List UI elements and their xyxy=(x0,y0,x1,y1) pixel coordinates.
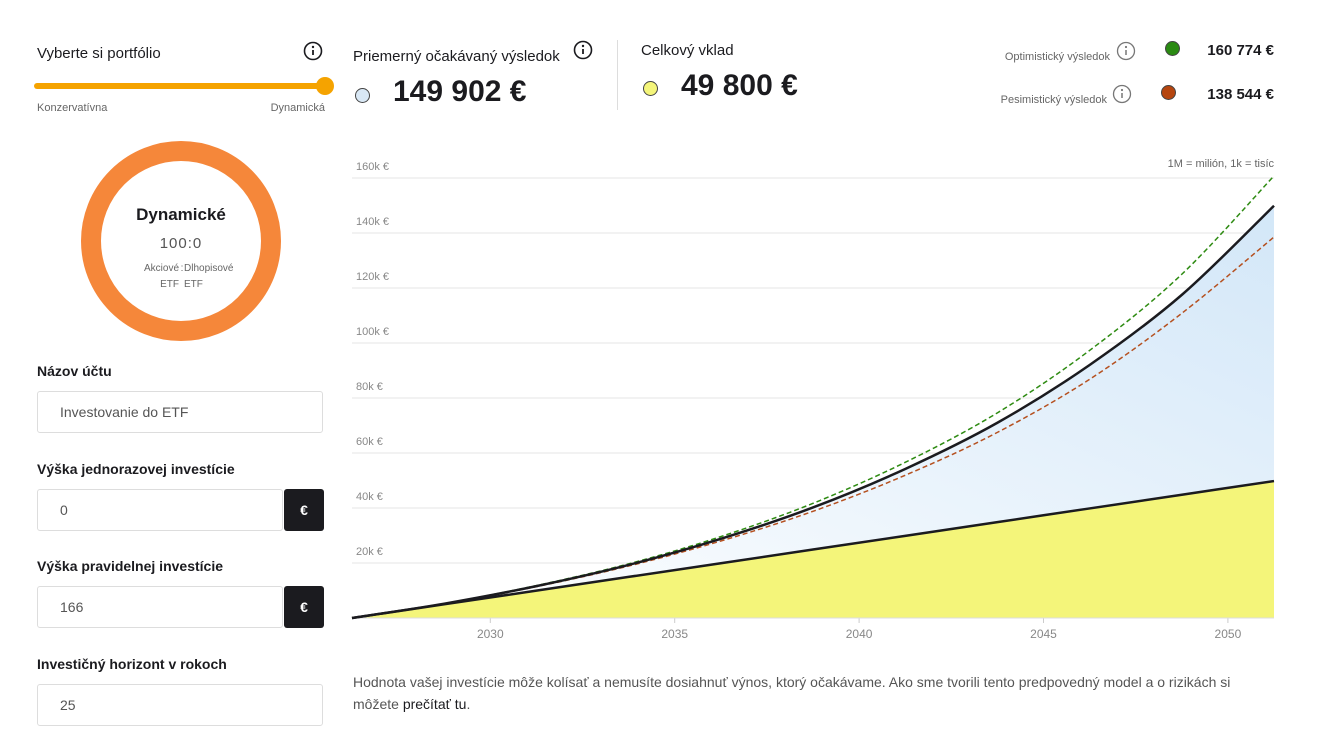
y-tick-label: 40k € xyxy=(356,491,383,503)
donut-separator: : xyxy=(180,263,184,274)
pessimistic-label: Pesimistický výsledok xyxy=(1000,94,1107,106)
bond-unit: ETF xyxy=(184,279,203,290)
text-input[interactable]: Investovanie do ETF xyxy=(37,391,323,433)
currency-button[interactable]: € xyxy=(284,586,324,628)
x-tick-label: 2035 xyxy=(661,627,688,641)
stock-label: Akciové xyxy=(143,263,179,274)
deposit-value: 49 800 € xyxy=(681,69,798,102)
y-tick-label: 80k € xyxy=(356,381,383,393)
series-line xyxy=(351,479,1275,620)
bond-label: Dlhopisové xyxy=(184,263,234,274)
expected-value: 149 902 € xyxy=(393,75,527,108)
x-tick-label: 2045 xyxy=(1030,627,1057,641)
projection-chart: 1M = milión, 1k = tisíc 20k € 40k € 60k € 8… xyxy=(351,158,1275,641)
field-label: Výška jednorazovej investície xyxy=(37,461,235,477)
stock-unit: ETF xyxy=(160,279,179,290)
expected-marker xyxy=(355,88,370,103)
info-icon[interactable] xyxy=(1111,83,1133,105)
deposit-marker xyxy=(643,81,658,96)
slider-max-label: Dynamická xyxy=(270,102,325,114)
divider xyxy=(617,40,618,110)
slider-min-label: Konzervatívna xyxy=(37,102,108,114)
info-icon[interactable] xyxy=(1115,40,1137,62)
field-label: Názov účtu xyxy=(37,363,112,379)
pessimistic-value: 138 544 € xyxy=(1207,86,1274,103)
y-tick-label: 140k € xyxy=(356,216,389,228)
number-input[interactable]: 166 xyxy=(37,586,283,628)
series-line xyxy=(351,236,1275,619)
y-tick-label: 100k € xyxy=(356,326,389,338)
portfolio-slider[interactable] xyxy=(30,74,340,98)
info-icon[interactable] xyxy=(302,40,324,62)
y-tick-label: 160k € xyxy=(356,161,389,173)
donut-title: Dynamické xyxy=(136,205,226,224)
info-icon[interactable] xyxy=(572,39,594,61)
portfolio-donut xyxy=(81,141,281,341)
y-tick-label: 120k € xyxy=(356,271,389,283)
expected-label: Priemerný očakávaný výsledok xyxy=(353,48,560,65)
y-tick-label: 60k € xyxy=(356,436,383,448)
field-label: Výška pravidelnej investície xyxy=(37,558,223,574)
donut-bond: Dlhopisové ETF xyxy=(184,261,282,293)
number-input[interactable]: 25 xyxy=(37,684,323,726)
y-tick-label: 20k € xyxy=(356,546,383,558)
x-tick-label: 2040 xyxy=(846,627,873,641)
portfolio-title: Vyberte si portfólio xyxy=(37,45,161,62)
disclaimer-end: . xyxy=(466,696,471,712)
deposit-label: Celkový vklad xyxy=(641,42,734,59)
number-input[interactable]: 0 xyxy=(37,489,283,531)
disclaimer-text: Hodnota vašej investície môže kolísať a … xyxy=(353,674,1231,712)
series-line xyxy=(351,204,1275,620)
field-label: Investičný horizont v rokoch xyxy=(37,656,227,672)
optimistic-marker xyxy=(1165,41,1180,56)
x-tick-label: 2050 xyxy=(1215,627,1242,641)
disclaimer: Hodnota vašej investície môže kolísať a … xyxy=(353,671,1273,715)
chart-annotation: 1M = milión, 1k = tisíc xyxy=(1168,158,1275,170)
donut-ratio: 100:0 xyxy=(159,235,203,252)
currency-button[interactable]: € xyxy=(284,489,324,531)
x-tick-label: 2030 xyxy=(477,627,504,641)
read-more-link[interactable]: prečítať tu xyxy=(402,696,467,712)
pessimistic-marker xyxy=(1161,85,1176,100)
optimistic-value: 160 774 € xyxy=(1207,42,1274,59)
donut-stock: Akciové ETF xyxy=(81,261,179,293)
optimistic-label: Optimistický výsledok xyxy=(1004,51,1110,63)
